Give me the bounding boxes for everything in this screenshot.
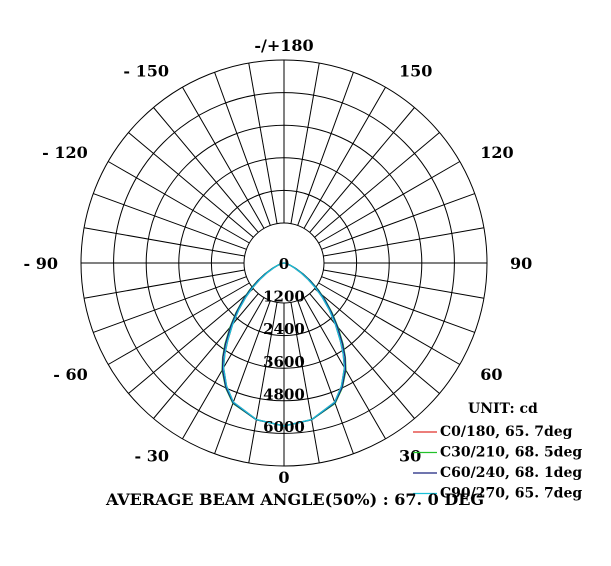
grid-spoke xyxy=(323,269,485,299)
grid-spoke xyxy=(214,300,271,454)
grid-spoke xyxy=(314,132,440,238)
grid-spoke xyxy=(321,276,475,333)
angle-label: - 120 xyxy=(42,143,88,162)
grid-spoke xyxy=(83,227,245,257)
radial-tick-label: 2400 xyxy=(263,320,305,338)
grid-spoke xyxy=(107,161,250,244)
grid-spoke xyxy=(323,227,485,257)
legend: UNIT: cd C0/180, 65. 7deg C30/210, 68. 5d… xyxy=(413,401,582,502)
grid-spoke xyxy=(318,161,461,244)
polar-grid xyxy=(80,59,488,467)
legend-entry: C0/180, 65. 7deg xyxy=(440,424,573,440)
angle-label: 0 xyxy=(278,468,289,487)
angle-labels: -/+180 150 120 90 60 30 0 - 30 - 60 - 90 - 120 - 15… xyxy=(24,36,533,487)
angle-label: 120 xyxy=(480,143,513,162)
grid-spoke xyxy=(83,269,245,299)
legend-entry: C90/270, 65. 7deg xyxy=(440,486,582,502)
grid-spoke xyxy=(214,72,271,226)
angle-label: 150 xyxy=(399,62,432,81)
grid-spoke xyxy=(128,132,254,238)
grid-spoke xyxy=(309,293,415,419)
series-curve-3 xyxy=(222,262,346,427)
radial-tick-label: 1200 xyxy=(263,288,305,306)
grid-spoke xyxy=(248,62,278,224)
angle-label: 90 xyxy=(510,254,532,273)
radial-tick-labels: 0 1200 2400 3600 4800 6000 xyxy=(263,255,305,436)
grid-spoke xyxy=(128,288,254,394)
angle-label: - 30 xyxy=(135,446,169,465)
grid-spoke xyxy=(309,107,415,233)
radial-tick-label: 0 xyxy=(279,255,289,273)
radial-tick-label: 3600 xyxy=(263,353,305,371)
grid-spoke xyxy=(248,302,278,464)
beam-angle-footer: AVERAGE BEAM ANGLE(50%) : 67. 0 DEG xyxy=(105,490,484,509)
grid-spoke xyxy=(182,86,265,229)
grid-spoke xyxy=(93,193,247,250)
angle-label: -/+180 xyxy=(254,36,313,55)
angle-label: - 90 xyxy=(24,254,58,273)
grid-spoke xyxy=(318,282,461,365)
grid-spoke xyxy=(153,107,259,233)
grid-spoke xyxy=(297,300,354,454)
grid-spoke xyxy=(153,293,259,419)
angle-label: - 60 xyxy=(53,365,87,384)
angle-label: 60 xyxy=(480,365,502,384)
grid-spoke xyxy=(297,72,354,226)
angle-label: - 150 xyxy=(123,62,169,81)
grid-spoke xyxy=(93,276,247,333)
grid-spoke xyxy=(321,193,475,250)
intensity-curves xyxy=(221,262,347,427)
legend-entry: C60/240, 68. 1deg xyxy=(440,465,582,481)
legend-entry: C30/210, 68. 5deg xyxy=(440,445,582,461)
grid-spoke xyxy=(314,288,440,394)
unit-label: UNIT: cd xyxy=(468,401,538,417)
angle-label: 30 xyxy=(399,446,421,465)
grid-spoke xyxy=(107,282,250,365)
grid-spoke xyxy=(290,62,320,224)
grid-spoke xyxy=(290,302,320,464)
grid-spoke xyxy=(303,86,386,229)
radial-tick-label: 4800 xyxy=(263,385,305,403)
radial-tick-label: 6000 xyxy=(263,418,305,436)
